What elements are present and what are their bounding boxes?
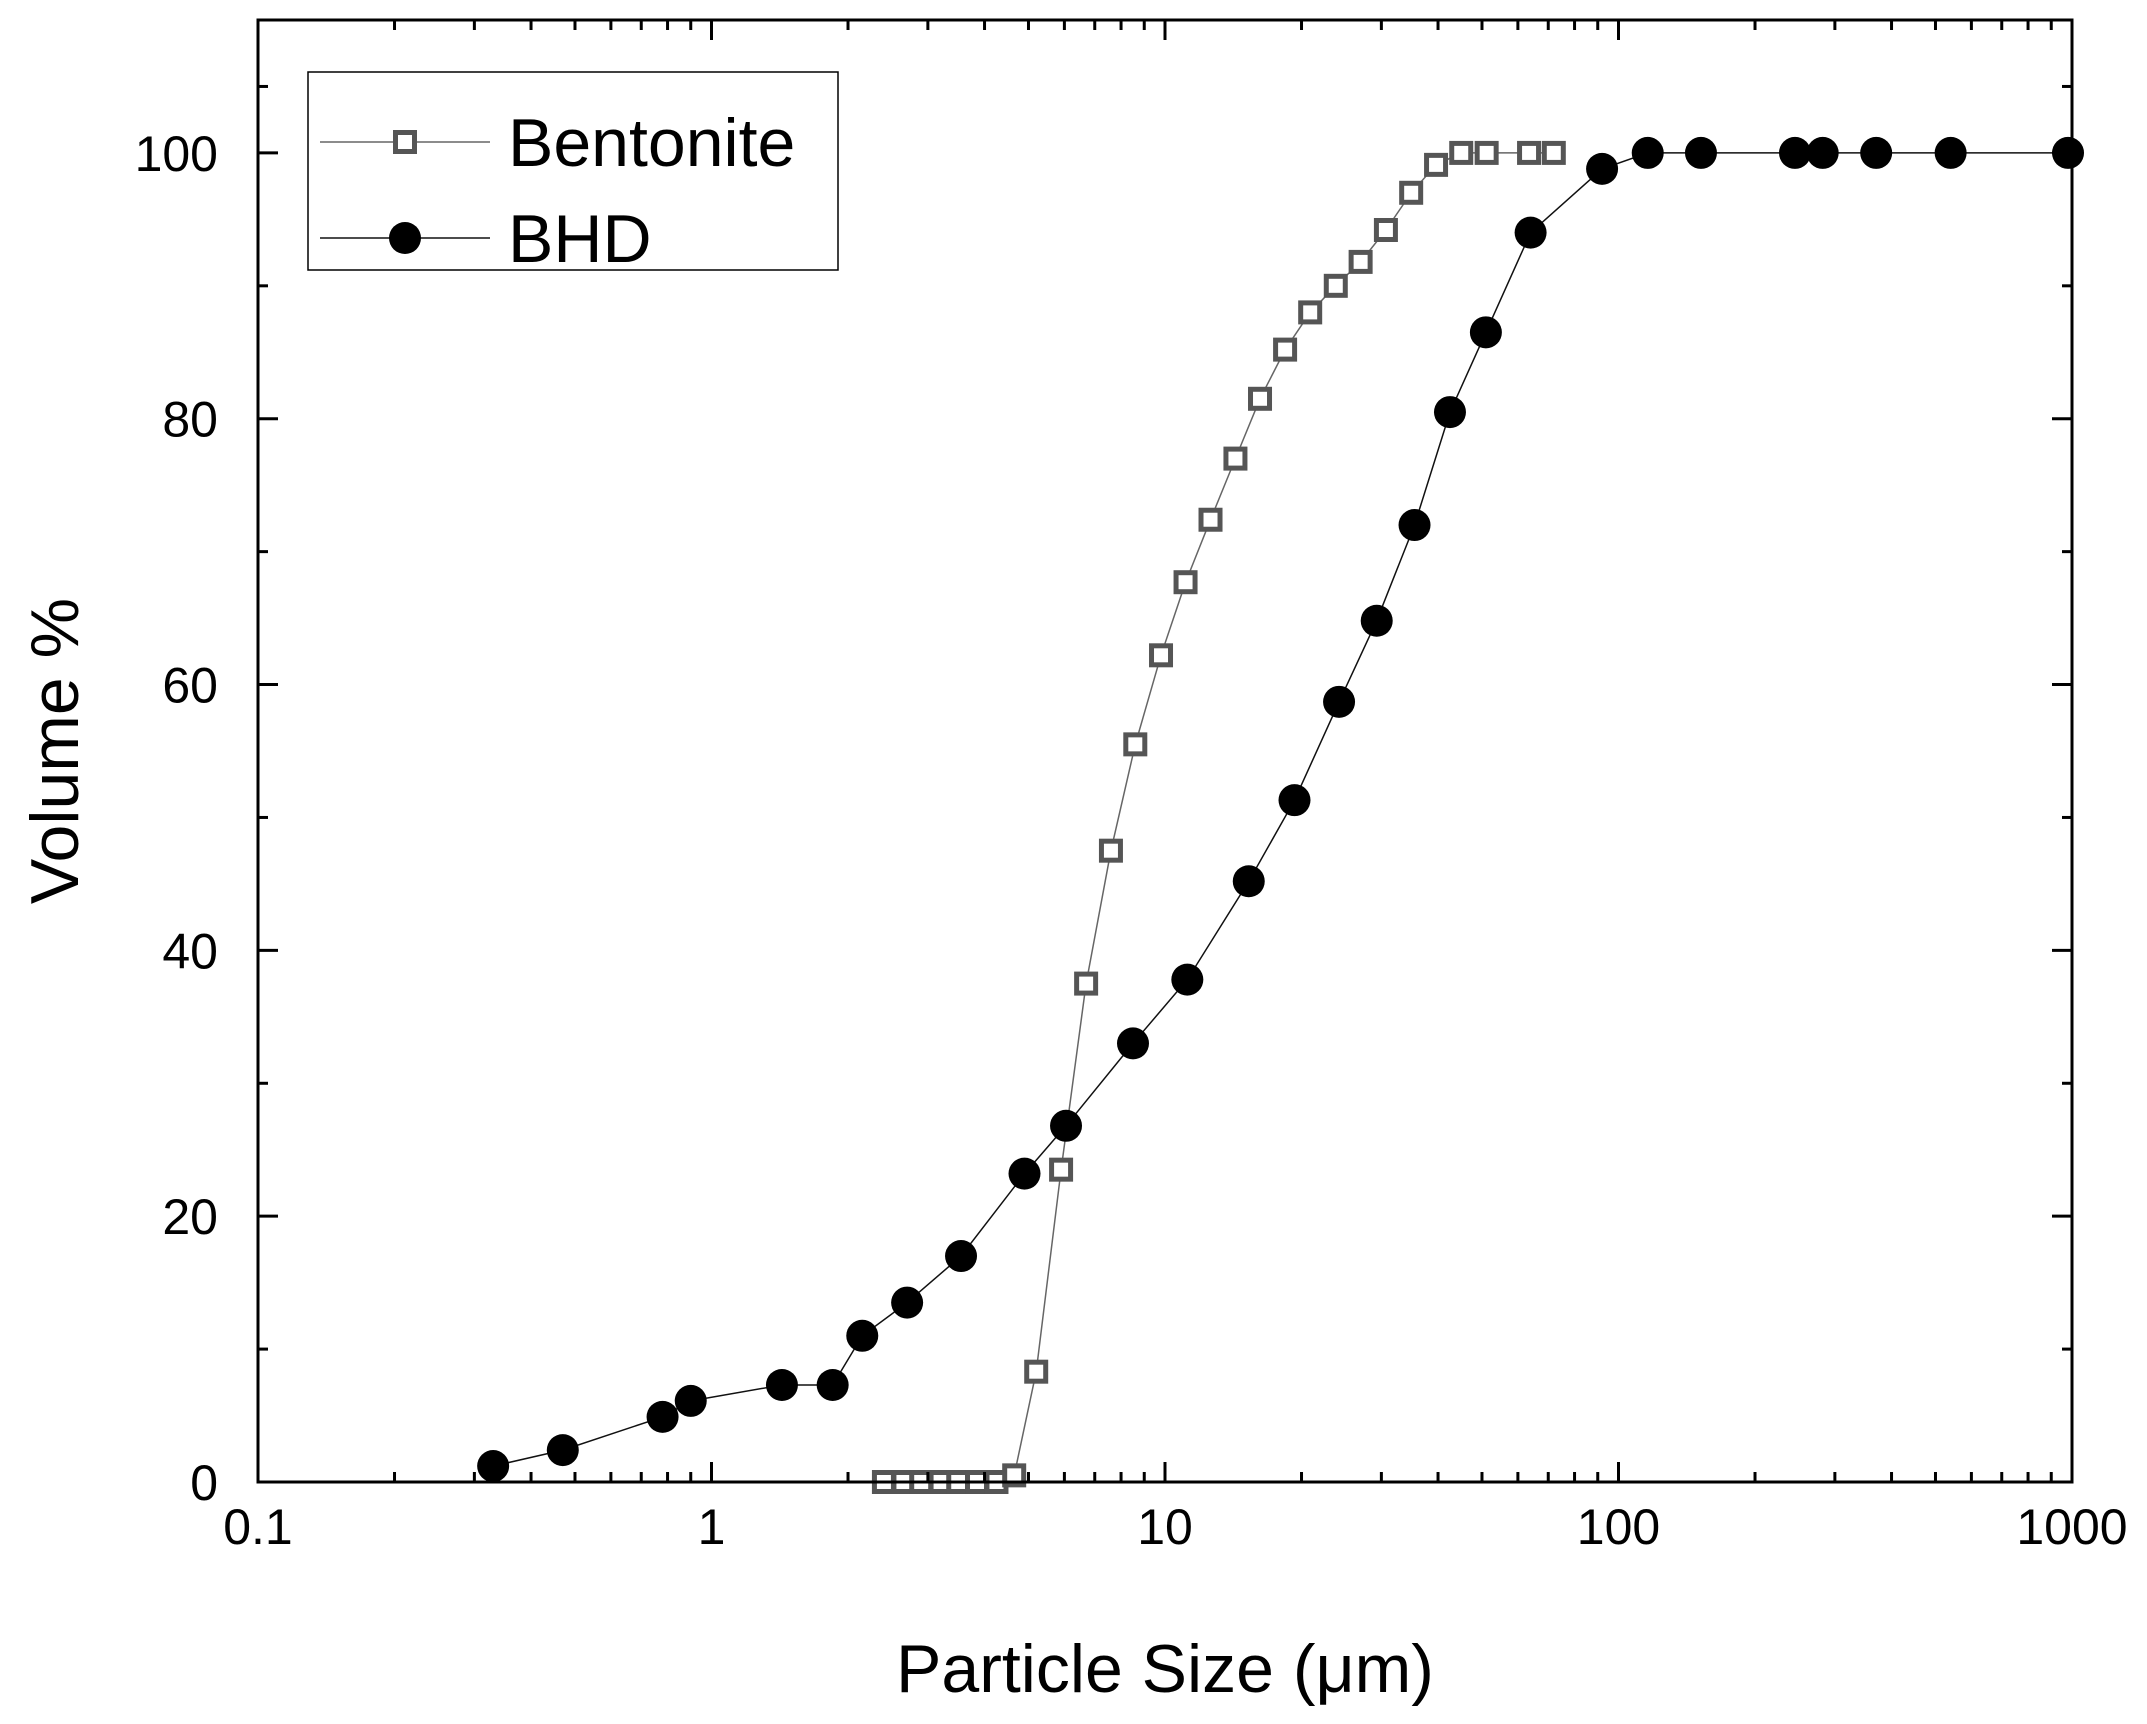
data-point	[1514, 216, 1547, 249]
data-point	[816, 1368, 849, 1401]
data-point	[674, 1384, 707, 1417]
legend-label: BHD	[508, 201, 652, 277]
data-point	[1806, 136, 1839, 169]
legend-marker	[393, 130, 417, 154]
data-point	[891, 1286, 924, 1319]
data-point	[1541, 140, 1566, 165]
series-bentonite	[871, 140, 1566, 1494]
data-point	[1198, 507, 1223, 532]
data-point	[1424, 152, 1449, 177]
legend-item: Bentonite	[320, 105, 795, 181]
data-point	[1049, 1157, 1074, 1182]
x-tick-label: 100	[1577, 1499, 1660, 1555]
data-point	[1934, 136, 1967, 169]
legend: Bentonite BHD	[307, 71, 839, 277]
data-point	[1469, 316, 1502, 349]
data-point	[1173, 570, 1198, 595]
data-point	[1373, 217, 1398, 242]
series-layer	[477, 136, 2085, 1494]
data-point	[846, 1319, 879, 1352]
data-point	[1517, 140, 1542, 165]
data-point	[546, 1434, 579, 1467]
data-point	[1232, 865, 1265, 898]
data-point	[1123, 732, 1148, 757]
data-point	[1399, 180, 1424, 205]
y-tick-label: 80	[162, 392, 218, 448]
data-point	[1778, 136, 1811, 169]
legend-item: BHD	[320, 201, 652, 277]
data-point	[1024, 1359, 1049, 1384]
data-point	[1149, 643, 1174, 668]
axes-layer: 0.1 1 10 100 1000 0 20 40 60 80 100 Particle Size (…	[17, 18, 2128, 1707]
legend-marker	[389, 222, 421, 254]
data-point	[1273, 337, 1298, 362]
x-tick-label: 1000	[2016, 1499, 2127, 1555]
data-point	[1002, 1463, 1027, 1488]
data-point	[1248, 386, 1273, 411]
data-point	[477, 1450, 510, 1483]
data-point	[1278, 784, 1311, 817]
x-tick-label: 0.1	[223, 1499, 293, 1555]
data-point	[1098, 838, 1123, 863]
data-point	[1586, 152, 1619, 185]
data-point	[1860, 136, 1893, 169]
data-point	[1298, 300, 1323, 325]
data-point	[1433, 396, 1466, 429]
x-tick-label: 1	[698, 1499, 726, 1555]
data-point	[1474, 140, 1499, 165]
data-point	[1323, 685, 1356, 718]
data-point	[1348, 249, 1373, 274]
data-point	[1323, 273, 1348, 298]
data-point	[765, 1368, 798, 1401]
data-point	[945, 1240, 978, 1273]
data-point	[1360, 604, 1393, 637]
data-point	[1449, 140, 1474, 165]
data-point	[1074, 971, 1099, 996]
y-tick-label: 0	[190, 1455, 218, 1511]
y-tick-label: 40	[162, 923, 218, 979]
data-point	[1171, 963, 1204, 996]
y-tick-label: 100	[135, 126, 218, 182]
series-bhd	[477, 136, 2085, 1483]
x-tick-label: 10	[1137, 1499, 1193, 1555]
data-point	[1008, 1157, 1041, 1190]
data-point	[646, 1400, 679, 1433]
y-tick-label: 20	[162, 1189, 218, 1245]
y-tick-label: 60	[162, 658, 218, 714]
x-axis-title: Particle Size (μm)	[896, 1631, 1434, 1707]
data-point	[1684, 136, 1717, 169]
data-point	[1631, 136, 1664, 169]
data-point	[1116, 1027, 1149, 1060]
data-point	[1398, 509, 1431, 542]
y-axis-title: Volume %	[17, 598, 93, 904]
data-point	[1050, 1109, 1083, 1142]
legend-label: Bentonite	[508, 105, 795, 181]
data-point	[1223, 446, 1248, 471]
